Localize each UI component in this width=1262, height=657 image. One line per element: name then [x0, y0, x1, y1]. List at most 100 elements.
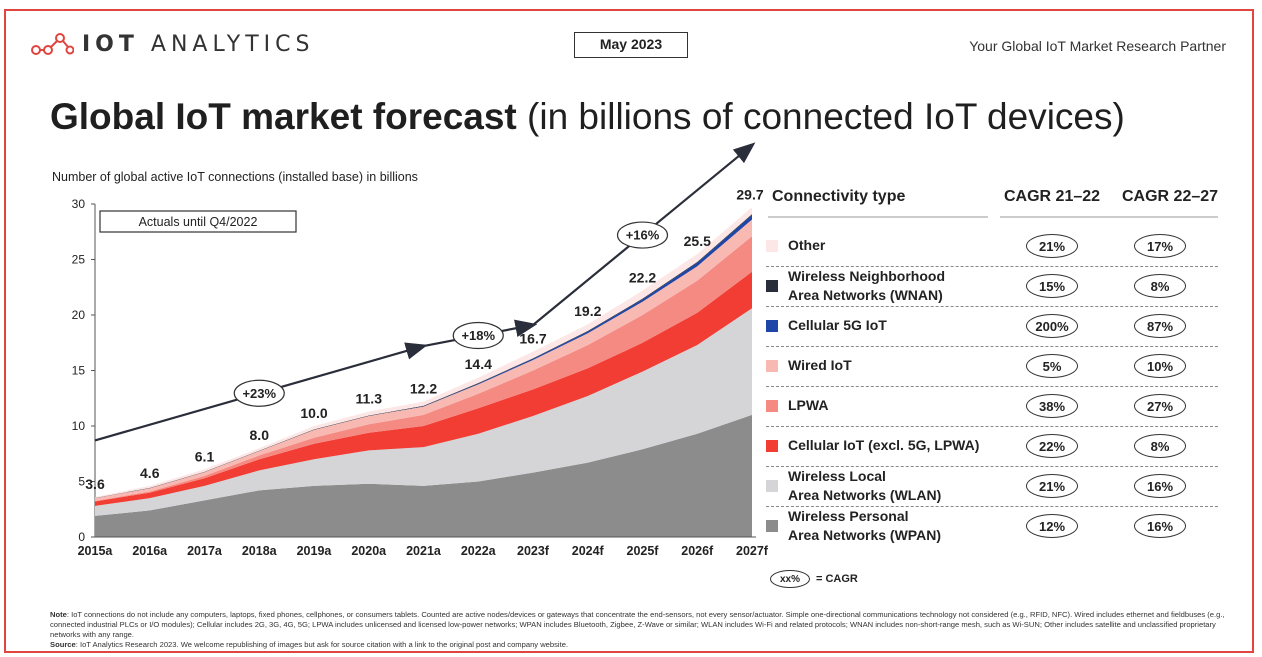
- cagr-bubble-2: [616, 221, 669, 249]
- total-label: 22.2: [629, 270, 656, 286]
- cagr-21-22-pill: 200%: [1026, 314, 1078, 338]
- cagr-21-22-pill: 21%: [1026, 234, 1078, 258]
- total-label: 14.4: [465, 356, 492, 372]
- y-tick-label: 25: [72, 253, 86, 267]
- source-text: Source: IoT Analytics Research 2023. We …: [50, 640, 569, 649]
- total-label: 16.7: [519, 331, 546, 347]
- legend-swatch: [766, 360, 778, 372]
- legend-swatch: [766, 440, 778, 452]
- cagr-bubble-0: [233, 379, 285, 407]
- y-tick-label: 15: [72, 364, 86, 378]
- total-label: 29.7: [736, 186, 763, 202]
- total-label: 3.6: [85, 476, 105, 492]
- total-label: 4.6: [140, 465, 160, 481]
- x-tick-label: 2023f: [517, 544, 550, 558]
- cagr-key: xx% = CAGR: [770, 570, 858, 588]
- legend-label: Cellular 5G IoT: [788, 316, 887, 335]
- cagr-21-22-pill: 12%: [1026, 514, 1078, 538]
- cagr-22-27-pill: 10%: [1134, 354, 1186, 378]
- legend-label-line2: Area Networks (WPAN): [788, 527, 941, 543]
- cagr-bubble-label: +16%: [626, 228, 660, 243]
- legend-label-line1: Wireless Personal: [788, 508, 909, 524]
- x-tick-label: 2018a: [242, 544, 278, 558]
- legend-header-cagr-21-22: CAGR 21–22: [1004, 188, 1101, 205]
- y-tick-label: 20: [72, 308, 86, 322]
- cagr-21-22-pill: 5%: [1026, 354, 1078, 378]
- actuals-annotation-box: [99, 210, 297, 233]
- brand-logo: IOT ANALYTICS: [30, 30, 315, 58]
- y-tick-label: 5: [78, 475, 85, 489]
- total-label: 10.0: [300, 405, 327, 421]
- legend-row: Wireless Local Area Networks (WLAN) 21% 16%: [766, 466, 1218, 507]
- legend-swatch: [766, 280, 778, 292]
- legend-label: Wireless Neighborhood Area Networks (WNAN…: [788, 267, 945, 305]
- footnotes: Note: IoT connections do not include any…: [50, 610, 1230, 650]
- legend-label: Cellular IoT (excl. 5G, LPWA): [788, 436, 979, 455]
- legend-row: Cellular IoT (excl. 5G, LPWA) 22% 8%: [766, 426, 1218, 467]
- legend-swatch: [766, 320, 778, 332]
- legend-swatch: [766, 240, 778, 252]
- cagr-21-22-pill: 15%: [1026, 274, 1078, 298]
- cagr-bubble-label: +18%: [461, 328, 495, 343]
- x-tick-label: 2017a: [187, 544, 223, 558]
- legend-row: Wired IoT 5% 10%: [766, 346, 1218, 387]
- cagr-21-22-pill: 38%: [1026, 394, 1078, 418]
- legend-swatch: [766, 400, 778, 412]
- cagr-21-22-pill: 21%: [1026, 474, 1078, 498]
- molecule-logo-icon: [31, 33, 74, 55]
- cagr-22-27-pill: 8%: [1134, 274, 1186, 298]
- total-label: 11.3: [356, 391, 383, 407]
- legend-header-connectivity: Connectivity type: [772, 188, 906, 205]
- legend-label-line1: Wired IoT: [788, 357, 852, 373]
- total-label: 8.0: [250, 427, 270, 443]
- total-label: 25.5: [684, 233, 711, 249]
- chart-subtitle: Number of global active IoT connections …: [52, 170, 418, 184]
- x-tick-label: 2020a: [351, 544, 387, 558]
- cagr-key-pill: xx%: [770, 570, 810, 588]
- legend-label-line1: Cellular IoT (excl. 5G, LPWA): [788, 437, 980, 453]
- legend-label: Wireless Local Area Networks (WLAN): [788, 467, 941, 505]
- cagr-bubble-label: +23%: [242, 386, 276, 401]
- x-tick-label: 2026f: [681, 544, 714, 558]
- actuals-annotation-text: Actuals until Q4/2022: [139, 215, 258, 229]
- legend-label: Other: [788, 236, 825, 255]
- legend-row: LPWA 38% 27%: [766, 386, 1218, 427]
- legend-label: Wired IoT: [788, 356, 852, 375]
- total-label: 6.1: [195, 448, 215, 464]
- date-badge: May 2023: [574, 32, 688, 58]
- note-text: Note: IoT connections do not include any…: [50, 610, 1225, 639]
- legend-label-line1: Wireless Neighborhood: [788, 268, 946, 284]
- tagline: Your Global IoT Market Research Partner: [969, 38, 1226, 54]
- legend-label: Wireless Personal Area Networks (WPAN): [788, 507, 941, 545]
- legend-label-line2: Area Networks (WNAN): [788, 287, 943, 303]
- cagr-22-27-pill: 17%: [1134, 234, 1186, 258]
- legend-row: Wireless Personal Area Networks (WPAN) 12%…: [766, 506, 1218, 546]
- y-tick-label: 0: [78, 530, 85, 544]
- x-tick-label: 2027f: [736, 544, 769, 558]
- brand-name: IOT ANALYTICS: [82, 31, 315, 57]
- cagr-21-22-pill: 22%: [1026, 434, 1078, 458]
- legend-row: Wireless Neighborhood Area Networks (WNAN…: [766, 266, 1218, 307]
- legend-row: Cellular 5G IoT 200% 87%: [766, 306, 1218, 347]
- x-tick-label: 2019a: [297, 544, 333, 558]
- cagr-bubble-1: [452, 321, 504, 350]
- legend-label-line2: Area Networks (WLAN): [788, 487, 942, 503]
- page-title: Global IoT market forecast (in billions …: [50, 96, 1125, 137]
- cagr-22-27-pill: 16%: [1134, 474, 1186, 498]
- legend-swatch: [766, 520, 778, 532]
- cagr-22-27-pill: 87%: [1134, 314, 1186, 338]
- legend-header-cagr-22-27: CAGR 22–27: [1122, 188, 1219, 205]
- cagr-22-27-pill: 16%: [1134, 514, 1186, 538]
- total-label: 19.2: [574, 303, 601, 319]
- legend-label-line1: Wireless Local: [788, 468, 886, 484]
- x-tick-label: 2025f: [627, 544, 660, 558]
- legend-label-line1: LPWA: [788, 397, 829, 413]
- y-tick-label: 10: [72, 419, 86, 433]
- cagr-22-27-pill: 8%: [1134, 434, 1186, 458]
- x-tick-label: 2024f: [572, 544, 605, 558]
- legend-row: Other 21% 17%: [766, 226, 1218, 267]
- x-tick-label: 2022a: [461, 544, 497, 558]
- legend-label: LPWA: [788, 396, 828, 415]
- area-series-1: [95, 308, 752, 516]
